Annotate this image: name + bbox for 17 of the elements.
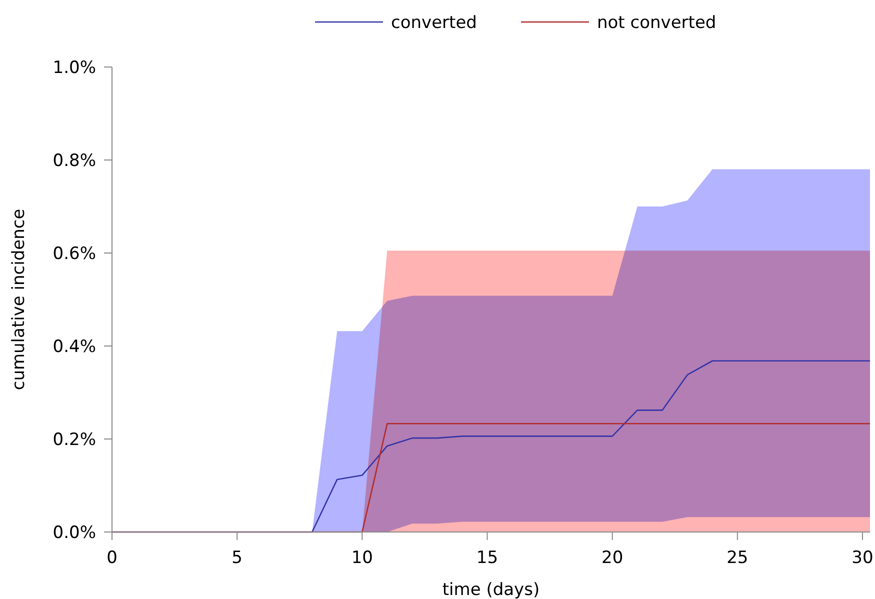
x-tick-label: 25: [726, 548, 748, 568]
y-tick-label: 0.4%: [52, 337, 96, 357]
x-tick-label: 5: [232, 548, 242, 568]
y-tick-label: 0.8%: [52, 151, 96, 171]
x-axis-title: time (days): [442, 580, 540, 599]
legend-label: converted: [391, 13, 477, 33]
y-axis-title: cumulative incidence: [9, 208, 29, 390]
y-tick-label: 1.0%: [52, 58, 96, 78]
x-tick-label: 20: [602, 548, 624, 568]
x-tick-label: 10: [351, 548, 373, 568]
y-tick-label: 0.2%: [52, 430, 96, 450]
legend-label: not converted: [597, 13, 716, 33]
y-tick-label: 0.6%: [52, 244, 96, 264]
x-tick-label: 0: [106, 548, 118, 568]
x-tick-label: 15: [476, 548, 498, 568]
x-tick-label: 30: [852, 548, 874, 568]
y-tick-label: 0.0%: [52, 523, 96, 543]
